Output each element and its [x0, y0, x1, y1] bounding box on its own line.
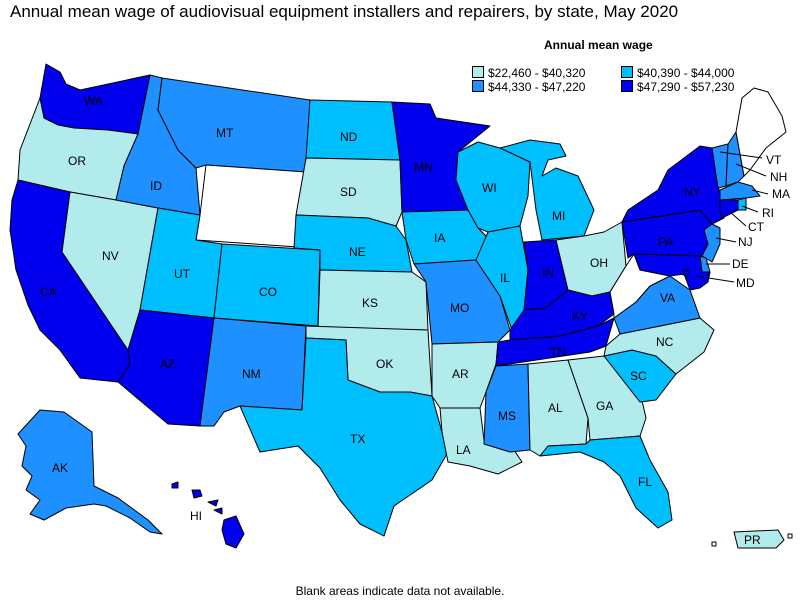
label-ky: KY [572, 309, 588, 323]
label-md: MD [736, 276, 755, 290]
label-ut: UT [174, 267, 191, 281]
label-de: DE [732, 257, 749, 271]
state-la[interactable] [439, 407, 523, 475]
label-pa: PA [658, 235, 673, 249]
label-nd: ND [340, 130, 358, 144]
label-mn: MN [414, 160, 433, 174]
label-ms: MS [498, 409, 516, 423]
legend-item-tier2: $40,390 - $44,000 [621, 66, 734, 80]
legend-swatch-tier3 [472, 80, 484, 92]
state-tx[interactable] [239, 337, 449, 537]
state-wy[interactable] [195, 164, 307, 248]
label-ia: IA [434, 231, 445, 245]
label-sd: SD [340, 185, 357, 199]
label-co: CO [259, 285, 277, 299]
pr-islet-icon [787, 533, 793, 539]
state-nm[interactable] [199, 317, 307, 427]
state-labels: WA OR CA NV ID MT UT AZ CO NM ND SD NE K… [40, 94, 790, 547]
label-ma: MA [772, 187, 790, 201]
label-ny: NY [684, 185, 701, 199]
label-la: LA [456, 443, 471, 457]
state-wv[interactable] [609, 253, 671, 319]
state-pr[interactable] [733, 529, 785, 549]
label-nv: NV [102, 249, 119, 263]
label-fl: FL [638, 475, 652, 489]
label-nh: NH [770, 170, 787, 184]
label-nm: NM [242, 367, 261, 381]
label-sc: SC [630, 369, 647, 383]
label-mo: MO [450, 301, 469, 315]
legend-item-tier4: $47,290 - $57,230 [621, 80, 734, 94]
legend-swatch-tier4 [621, 80, 633, 92]
state-fl[interactable] [539, 435, 673, 529]
state-dc[interactable] [682, 269, 689, 276]
label-ca: CA [40, 285, 57, 299]
label-tn: TN [550, 345, 566, 359]
label-ar: AR [452, 367, 469, 381]
legend-label-tier1: $22,460 - $40,320 [488, 66, 586, 80]
label-hi: HI [190, 509, 202, 523]
label-ct: CT [748, 220, 765, 234]
label-nc: NC [656, 335, 674, 349]
label-ks: KS [362, 296, 378, 310]
state-ak[interactable] [17, 409, 163, 535]
state-hi[interactable] [171, 481, 245, 549]
label-wa: WA [84, 94, 103, 108]
label-id: ID [150, 179, 162, 193]
map-title: Annual mean wage of audiovisual equipmen… [10, 2, 679, 21]
state-ri[interactable] [737, 197, 747, 211]
label-oh: OH [590, 256, 608, 270]
legend-swatch-tier1 [472, 66, 484, 78]
legend-swatch-tier2 [621, 66, 633, 78]
label-il: IL [500, 271, 510, 285]
label-mt: MT [216, 126, 234, 140]
label-ne: NE [349, 245, 366, 259]
label-ri: RI [762, 206, 774, 220]
state-nj[interactable] [701, 223, 721, 263]
state-ny[interactable] [621, 145, 725, 225]
legend-label-tier4: $47,290 - $57,230 [637, 80, 735, 94]
legend-label-tier2: $40,390 - $44,000 [637, 66, 735, 80]
label-al: AL [548, 401, 563, 415]
legend-item-tier3: $44,330 - $47,220 [472, 80, 585, 94]
label-tx: TX [350, 432, 365, 446]
state-md[interactable] [633, 253, 711, 291]
label-nj: NJ [738, 235, 753, 249]
state-nh[interactable] [725, 131, 745, 187]
label-pr: PR [744, 533, 761, 547]
label-mi: MI [552, 209, 565, 223]
footnote: Blank areas indicate data not available. [295, 584, 505, 598]
label-vt: VT [766, 153, 782, 167]
label-wi: WI [482, 181, 497, 195]
label-ga: GA [596, 399, 613, 413]
state-me[interactable] [735, 87, 787, 177]
state-ks[interactable] [317, 269, 429, 331]
legend-item-tier1: $22,460 - $40,320 [472, 66, 585, 80]
legend-label-tier3: $44,330 - $47,220 [488, 80, 586, 94]
label-or: OR [68, 154, 86, 168]
pr-islet-icon [711, 541, 717, 547]
label-ak: AK [52, 461, 68, 475]
label-in: IN [542, 266, 554, 280]
label-ok: OK [376, 357, 393, 371]
leader-lines [695, 151, 769, 283]
label-az: AZ [160, 357, 175, 371]
state-ct[interactable] [719, 199, 739, 219]
state-mi[interactable] [499, 139, 595, 241]
legend-title: Annual mean wage [544, 38, 653, 52]
label-va: VA [660, 291, 675, 305]
